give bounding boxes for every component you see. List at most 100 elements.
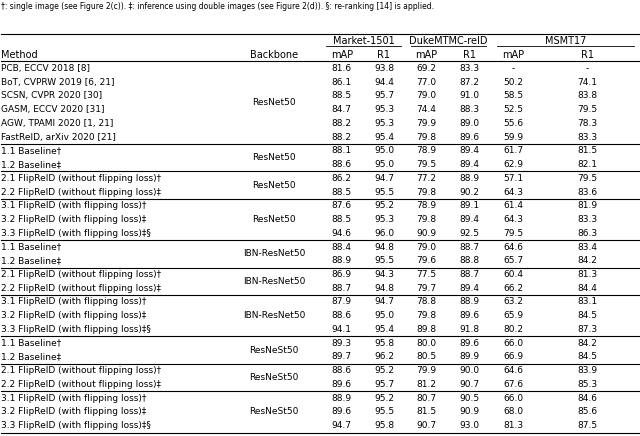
Text: 95.7: 95.7 — [374, 380, 394, 389]
Text: 1.1 Baseline†: 1.1 Baseline† — [1, 146, 61, 155]
Text: -: - — [511, 64, 515, 73]
Text: 96.0: 96.0 — [374, 229, 394, 238]
Text: 1.2 Baseline‡: 1.2 Baseline‡ — [1, 256, 61, 265]
Text: 79.5: 79.5 — [503, 229, 524, 238]
Text: 52.5: 52.5 — [503, 105, 524, 114]
Text: 88.7: 88.7 — [459, 242, 479, 252]
Text: 88.7: 88.7 — [459, 270, 479, 279]
Text: 94.8: 94.8 — [374, 284, 394, 293]
Text: 83.6: 83.6 — [577, 187, 597, 197]
Text: 69.2: 69.2 — [416, 64, 436, 73]
Text: 1.2 Baseline‡: 1.2 Baseline‡ — [1, 352, 61, 361]
Text: 62.9: 62.9 — [503, 160, 524, 169]
Text: 89.4: 89.4 — [459, 160, 479, 169]
Text: 2.1 FlipReID (without flipping loss)†: 2.1 FlipReID (without flipping loss)† — [1, 270, 161, 279]
Text: 94.1: 94.1 — [332, 325, 352, 334]
Text: 2.2 FlipReID (without flipping loss)‡: 2.2 FlipReID (without flipping loss)‡ — [1, 380, 161, 389]
Text: 90.9: 90.9 — [416, 229, 436, 238]
Text: 84.6: 84.6 — [577, 394, 597, 403]
Text: 64.6: 64.6 — [503, 242, 524, 252]
Text: 88.6: 88.6 — [332, 311, 352, 320]
Text: R1: R1 — [378, 50, 390, 60]
Text: 50.2: 50.2 — [503, 78, 524, 87]
Text: R1: R1 — [463, 50, 476, 60]
Text: 61.7: 61.7 — [503, 146, 524, 155]
Text: 3.3 FlipReID (with flipping loss)‡§: 3.3 FlipReID (with flipping loss)‡§ — [1, 229, 151, 238]
Text: 94.7: 94.7 — [374, 297, 394, 307]
Text: 90.2: 90.2 — [459, 187, 479, 197]
Text: 95.4: 95.4 — [374, 133, 394, 142]
Text: 94.3: 94.3 — [374, 270, 394, 279]
Text: 79.6: 79.6 — [416, 256, 436, 265]
Text: 88.9: 88.9 — [459, 297, 479, 307]
Text: 87.9: 87.9 — [332, 297, 352, 307]
Text: FastReID, arXiv 2020 [21]: FastReID, arXiv 2020 [21] — [1, 133, 116, 142]
Text: 90.0: 90.0 — [459, 366, 479, 375]
Text: 1.2 Baseline‡: 1.2 Baseline‡ — [1, 160, 61, 169]
Text: 89.6: 89.6 — [459, 339, 479, 347]
Text: 78.3: 78.3 — [577, 119, 597, 128]
Text: 81.9: 81.9 — [577, 201, 597, 210]
Text: 94.7: 94.7 — [332, 421, 352, 430]
Text: 79.8: 79.8 — [416, 311, 436, 320]
Text: 80.2: 80.2 — [503, 325, 524, 334]
Text: 95.0: 95.0 — [374, 311, 394, 320]
Text: 79.8: 79.8 — [416, 187, 436, 197]
Text: BoT, CVPRW 2019 [6, 21]: BoT, CVPRW 2019 [6, 21] — [1, 78, 115, 87]
Text: 95.2: 95.2 — [374, 394, 394, 403]
Text: 63.2: 63.2 — [503, 297, 524, 307]
Text: 88.3: 88.3 — [459, 105, 479, 114]
Text: Backbone: Backbone — [250, 50, 298, 60]
Text: 89.0: 89.0 — [459, 119, 479, 128]
Text: 95.5: 95.5 — [374, 256, 394, 265]
Text: 88.9: 88.9 — [459, 174, 479, 183]
Text: R1: R1 — [580, 50, 594, 60]
Text: 84.5: 84.5 — [577, 352, 597, 361]
Text: 88.9: 88.9 — [332, 256, 352, 265]
Text: 86.2: 86.2 — [332, 174, 352, 183]
Text: 78.9: 78.9 — [416, 201, 436, 210]
Text: 89.3: 89.3 — [332, 339, 352, 347]
Text: 81.5: 81.5 — [416, 407, 436, 416]
Text: 88.7: 88.7 — [332, 284, 352, 293]
Text: IBN-ResNet50: IBN-ResNet50 — [243, 277, 305, 286]
Text: 88.5: 88.5 — [332, 92, 352, 100]
Text: 87.6: 87.6 — [332, 201, 352, 210]
Text: ResNet50: ResNet50 — [252, 215, 296, 224]
Text: 61.4: 61.4 — [503, 201, 524, 210]
Text: 60.4: 60.4 — [503, 270, 524, 279]
Text: mAP: mAP — [331, 50, 353, 60]
Text: 84.2: 84.2 — [577, 256, 597, 265]
Text: 83.3: 83.3 — [459, 64, 479, 73]
Text: 84.2: 84.2 — [577, 339, 597, 347]
Text: 3.3 FlipReID (with flipping loss)‡§: 3.3 FlipReID (with flipping loss)‡§ — [1, 325, 151, 334]
Text: 3.1 FlipReID (with flipping loss)†: 3.1 FlipReID (with flipping loss)† — [1, 297, 147, 307]
Text: 92.5: 92.5 — [459, 229, 479, 238]
Text: 81.3: 81.3 — [503, 421, 524, 430]
Text: 93.0: 93.0 — [459, 421, 479, 430]
Text: 89.4: 89.4 — [459, 215, 479, 224]
Text: 86.1: 86.1 — [332, 78, 352, 87]
Text: 89.6: 89.6 — [332, 407, 352, 416]
Text: ResNeSt50: ResNeSt50 — [250, 407, 299, 416]
Text: 84.5: 84.5 — [577, 311, 597, 320]
Text: ResNet50: ResNet50 — [252, 98, 296, 107]
Text: GASM, ECCV 2020 [31]: GASM, ECCV 2020 [31] — [1, 105, 105, 114]
Text: 90.5: 90.5 — [459, 394, 479, 403]
Text: MSMT17: MSMT17 — [545, 36, 586, 46]
Text: 81.3: 81.3 — [577, 270, 597, 279]
Text: 3.2 FlipReID (with flipping loss)‡: 3.2 FlipReID (with flipping loss)‡ — [1, 311, 147, 320]
Text: 80.7: 80.7 — [416, 394, 436, 403]
Text: 87.2: 87.2 — [459, 78, 479, 87]
Text: 95.2: 95.2 — [374, 201, 394, 210]
Text: 79.0: 79.0 — [416, 92, 436, 100]
Text: 89.1: 89.1 — [459, 201, 479, 210]
Text: 64.6: 64.6 — [503, 366, 524, 375]
Text: 89.6: 89.6 — [459, 311, 479, 320]
Text: 95.2: 95.2 — [374, 366, 394, 375]
Text: 77.5: 77.5 — [416, 270, 436, 279]
Text: Method: Method — [1, 50, 38, 60]
Text: 57.1: 57.1 — [503, 174, 524, 183]
Text: ResNeSt50: ResNeSt50 — [250, 346, 299, 354]
Text: 87.5: 87.5 — [577, 421, 597, 430]
